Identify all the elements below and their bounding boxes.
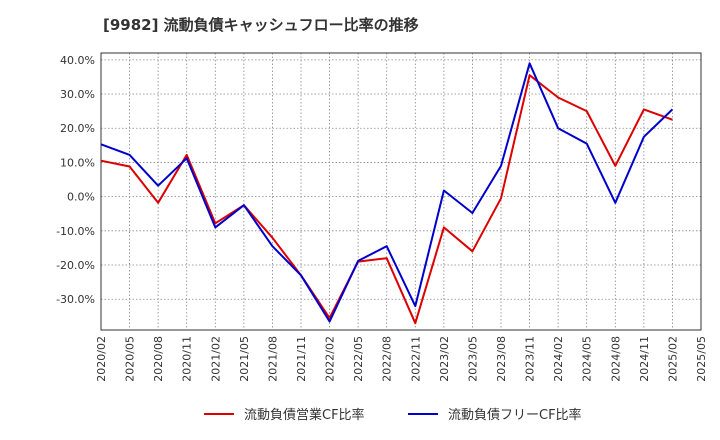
y-tick-label: 30.0% bbox=[60, 88, 95, 101]
series-line-2 bbox=[100, 62, 674, 323]
x-tick-label: 2024/05 bbox=[581, 336, 594, 382]
y-tick-label: 0.0% bbox=[67, 191, 95, 204]
x-tick-label: 2020/05 bbox=[124, 336, 137, 382]
x-tick-label: 2023/11 bbox=[524, 336, 537, 382]
x-tick-label: 2022/02 bbox=[324, 336, 337, 382]
plot-area bbox=[100, 52, 702, 331]
x-tick-label: 2023/08 bbox=[495, 336, 508, 382]
x-tick-label: 2024/08 bbox=[609, 336, 622, 382]
y-tick-label: 40.0% bbox=[60, 54, 95, 67]
chart-title: [9982] 流動負債キャッシュフロー比率の推移 bbox=[103, 16, 419, 34]
x-tick-label: 2021/05 bbox=[238, 336, 251, 382]
legend-label-2: 流動負債フリーCF比率 bbox=[448, 407, 582, 423]
x-tick-label: 2024/11 bbox=[638, 336, 651, 382]
x-tick-label: 2021/08 bbox=[266, 336, 279, 382]
x-tick-label: 2023/02 bbox=[438, 336, 451, 382]
y-tick-label: -10.0% bbox=[56, 225, 95, 238]
x-tick-label: 2022/08 bbox=[381, 336, 394, 382]
x-tick-label: 2024/02 bbox=[552, 336, 565, 382]
x-tick-label: 2025/05 bbox=[695, 336, 708, 382]
x-tick-label: 2020/02 bbox=[95, 336, 108, 382]
legend-label-1: 流動負債営業CF比率 bbox=[244, 407, 365, 423]
x-tick-label: 2025/02 bbox=[666, 336, 679, 382]
x-tick-label: 2020/11 bbox=[181, 336, 194, 382]
y-tick-label: -20.0% bbox=[56, 259, 95, 272]
y-tick-label: -30.0% bbox=[56, 293, 95, 306]
y-tick-label: 20.0% bbox=[60, 122, 95, 135]
x-tick-label: 2022/05 bbox=[352, 336, 365, 382]
series-line-1 bbox=[100, 74, 673, 325]
x-tick-label: 2023/05 bbox=[466, 336, 479, 382]
x-tick-label: 2022/11 bbox=[409, 336, 422, 382]
y-tick-label: 10.0% bbox=[60, 156, 95, 169]
x-tick-label: 2021/11 bbox=[295, 336, 308, 382]
x-tick-label: 2021/02 bbox=[209, 336, 222, 382]
x-tick-label: 2020/08 bbox=[152, 336, 165, 382]
